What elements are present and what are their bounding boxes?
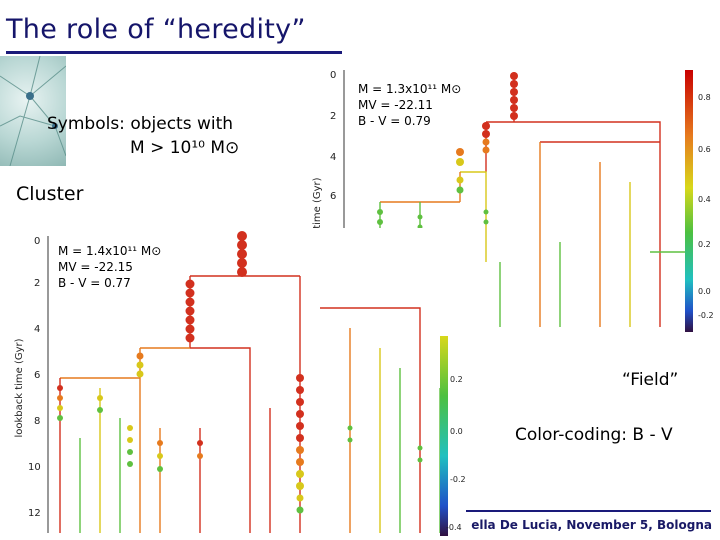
bottom-yticks: 0 2 4 6 8 10 12 (28, 236, 41, 519)
bottom-mv: MV = -22.15 (58, 260, 133, 274)
bottom-merger-tree: lookback time (Gyr) 0 2 4 6 8 10 12 (0, 228, 470, 540)
top-colorbar-ticks: 0.8 0.6 0.4 0.2 0.0 -0.2 (698, 93, 714, 320)
svg-text:0: 0 (34, 236, 40, 247)
top-tree-nodes (369, 72, 518, 295)
svg-text:0.0: 0.0 (698, 287, 711, 296)
bottom-ylabel: lookback time (Gyr) (14, 338, 25, 437)
bottom-mass: M = 1.4x10¹¹ M⊙ (58, 244, 162, 258)
top-ytick: 4 (330, 152, 336, 163)
title-underline (6, 51, 342, 54)
top-mv: MV = -22.11 (358, 98, 433, 112)
cluster-label: Cluster (16, 183, 84, 205)
svg-text:0.2: 0.2 (450, 375, 463, 384)
svg-text:0.2: 0.2 (698, 240, 711, 249)
bottom-colorbar (440, 336, 448, 536)
top-ytick: 0 (330, 70, 336, 81)
top-bv: B - V = 0.79 (358, 114, 431, 128)
slide-title: The role of “heredity” (6, 14, 306, 45)
svg-text:0.4: 0.4 (698, 195, 711, 204)
cosmic-web-image (0, 55, 67, 167)
bottom-tree-nodes (57, 231, 423, 514)
symbols-note-line2: M > 10¹⁰ M⊙ (130, 138, 240, 158)
bottom-colorbar-ticks: 0.2 0.0 -0.2 -0.4 (446, 375, 466, 532)
svg-text:4: 4 (34, 324, 40, 335)
top-colorbar (685, 70, 693, 332)
top-ytick: 2 (330, 111, 336, 122)
top-mass: M = 1.3x10¹¹ M⊙ (358, 82, 462, 96)
svg-text:8: 8 (34, 416, 40, 427)
top-ytick: 6 (330, 191, 336, 202)
svg-text:2: 2 (34, 278, 40, 289)
svg-text:12: 12 (28, 508, 41, 519)
footer-rule (466, 510, 711, 512)
bottom-bv: B - V = 0.77 (58, 276, 131, 290)
field-label: “Field” (622, 370, 679, 390)
svg-text:10: 10 (28, 462, 41, 473)
svg-text:6: 6 (34, 370, 40, 381)
symbols-note-line1: Symbols: objects with (47, 114, 234, 134)
color-coding-label: Color-coding: B - V (515, 425, 673, 445)
svg-text:-0.4: -0.4 (446, 523, 462, 532)
footer-credit: ella De Lucia, November 5, Bologna (471, 518, 712, 532)
svg-text:0.0: 0.0 (450, 427, 463, 436)
svg-text:-0.2: -0.2 (698, 311, 714, 320)
svg-text:-0.2: -0.2 (450, 475, 466, 484)
top-ylabel: lookback time (Gyr) (312, 177, 323, 276)
svg-text:0.6: 0.6 (698, 145, 711, 154)
svg-text:0.8: 0.8 (698, 93, 711, 102)
